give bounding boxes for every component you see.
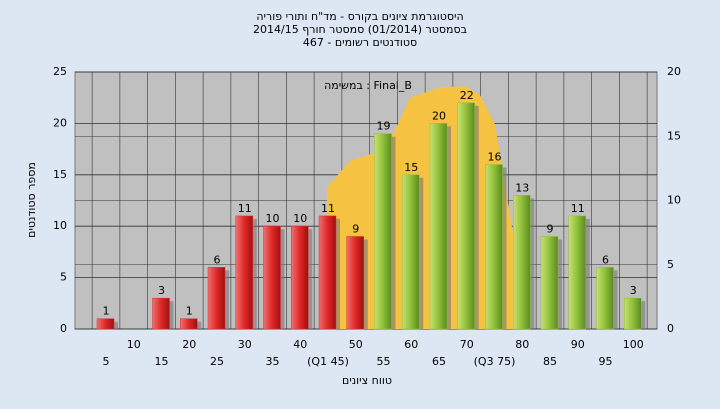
- data-label: 15: [404, 161, 418, 174]
- x-tick-label: 95: [599, 355, 613, 368]
- x-tick-label: 60: [404, 338, 418, 351]
- x-tick-label: 10: [127, 338, 141, 351]
- x-tick-label: 40: [293, 338, 307, 351]
- y2-tick-label: 15: [667, 129, 681, 142]
- data-label: 19: [377, 120, 391, 133]
- y-tick-label: 25: [53, 65, 67, 78]
- bar: [429, 123, 448, 330]
- x-tick-label: (Q1 45): [307, 355, 349, 368]
- x-tick-label: (Q3 75): [474, 355, 516, 368]
- bar: [457, 102, 475, 330]
- data-label: 3: [158, 284, 165, 297]
- bar: [402, 174, 420, 330]
- x-tick-label: 90: [571, 338, 585, 351]
- annotation: במשימה : Final_B: [324, 79, 412, 92]
- x-tick-label: 20: [182, 338, 196, 351]
- y-tick-label: 10: [53, 219, 67, 232]
- bar: [152, 297, 170, 330]
- data-label: 1: [103, 305, 110, 318]
- y2-tick-label: 5: [667, 258, 674, 271]
- x-tick-label: 80: [515, 338, 529, 351]
- y-tick-label: 0: [60, 322, 67, 335]
- bar: [485, 164, 503, 330]
- data-label: 16: [488, 151, 502, 164]
- bar: [318, 215, 337, 330]
- x-tick-label: 30: [238, 338, 252, 351]
- bar: [624, 297, 642, 330]
- y-tick-label: 5: [60, 271, 67, 284]
- x-tick-label: 5: [103, 355, 110, 368]
- data-label: 6: [214, 253, 221, 266]
- y2-tick-label: 10: [667, 194, 681, 207]
- bar: [96, 318, 115, 330]
- bar: [540, 236, 559, 330]
- data-label: 13: [515, 181, 529, 194]
- data-label: 9: [547, 222, 554, 235]
- data-label: 6: [602, 253, 609, 266]
- data-label: 22: [460, 89, 474, 102]
- y2-tick-label: 0: [667, 322, 674, 335]
- x-tick-label: 70: [460, 338, 474, 351]
- data-label: 11: [321, 202, 335, 215]
- data-label: 9: [352, 222, 359, 235]
- x-tick-label: 65: [432, 355, 446, 368]
- x-tick-label: 25: [210, 355, 224, 368]
- data-label: 1: [186, 305, 193, 318]
- y2-tick-label: 20: [667, 65, 681, 78]
- y-tick-label: 15: [53, 168, 67, 181]
- x-tick-label: 15: [155, 355, 169, 368]
- x-tick-label: 50: [349, 338, 363, 351]
- y-tick-label: 20: [53, 116, 67, 129]
- y-axis-label: מספר סטודנטים: [25, 162, 38, 238]
- x-tick-label: 35: [266, 355, 280, 368]
- bar: [346, 236, 364, 330]
- bar: [513, 195, 531, 330]
- data-label: 20: [432, 109, 446, 122]
- bar: [568, 215, 586, 330]
- data-label: 11: [571, 202, 585, 215]
- data-label: 11: [238, 202, 252, 215]
- bar: [180, 318, 198, 330]
- bar: [291, 225, 309, 330]
- data-label: 3: [630, 284, 637, 297]
- data-label: 10: [293, 212, 307, 225]
- x-tick-label: 100: [623, 338, 644, 351]
- data-label: 10: [266, 212, 280, 225]
- bar: [207, 267, 226, 330]
- chart-subtitle: סטודנטים רשומים - 467: [303, 36, 417, 49]
- chart-title: היסטוגרמת ציונים בקורס - מד"ח ותורי פורי…: [256, 10, 463, 23]
- x-tick-label: 55: [377, 355, 391, 368]
- bar: [596, 267, 614, 330]
- x-tick-label: 85: [543, 355, 557, 368]
- chart-subtitle: בסמסטר (01/2014) סמסטר חורף 2014/15: [253, 23, 467, 36]
- bar: [374, 133, 392, 330]
- bar: [263, 225, 281, 330]
- x-axis-label: טווח ציונים: [342, 374, 392, 387]
- bar: [235, 215, 253, 330]
